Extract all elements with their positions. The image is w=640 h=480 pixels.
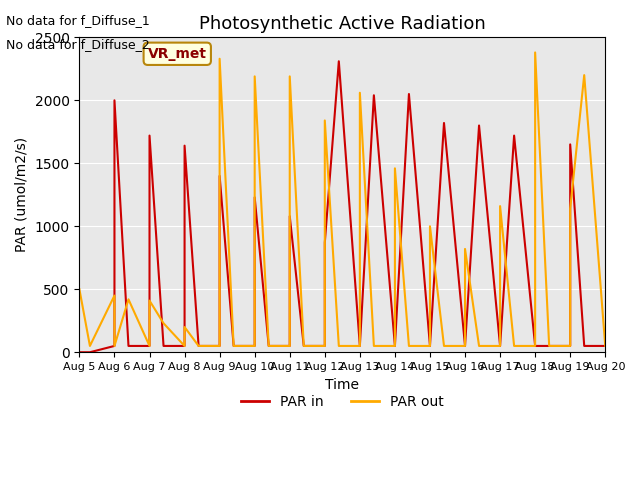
Text: No data for f_Diffuse_2: No data for f_Diffuse_2 [6,38,150,51]
Text: No data for f_Diffuse_1: No data for f_Diffuse_1 [6,14,150,27]
Title: Photosynthetic Active Radiation: Photosynthetic Active Radiation [199,15,486,33]
Text: VR_met: VR_met [148,47,207,61]
Y-axis label: PAR (umol/m2/s): PAR (umol/m2/s) [15,137,29,252]
Legend: PAR in, PAR out: PAR in, PAR out [236,389,449,415]
X-axis label: Time: Time [325,377,359,392]
